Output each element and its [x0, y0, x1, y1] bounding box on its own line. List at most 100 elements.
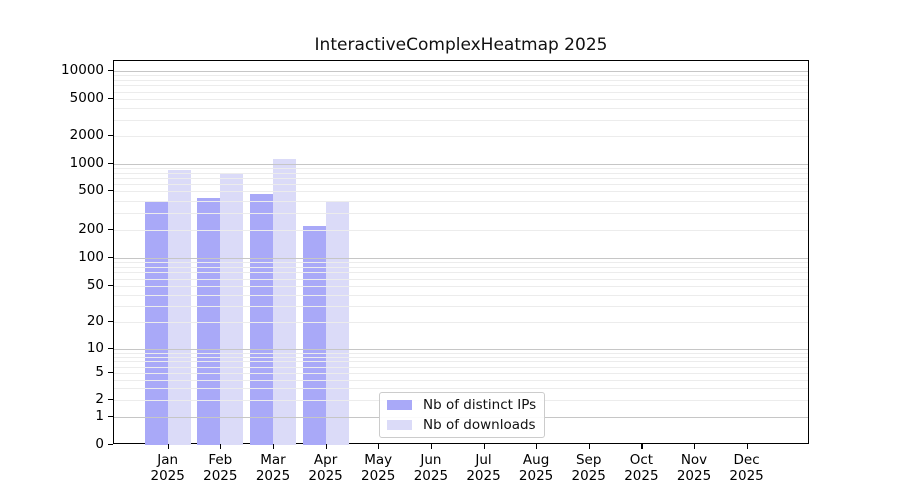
minor-gridline — [114, 361, 808, 363]
y-axis: 0 1 2 5 10 20 50 100 200 500 1000 2000 5000 10000 — [0, 60, 113, 451]
major-gridline — [114, 258, 808, 259]
y-tick-label-50: 50 — [86, 277, 104, 293]
minor-gridline — [114, 172, 808, 174]
minor-gridline — [114, 322, 808, 323]
minor-gridline — [114, 230, 808, 231]
legend: Nb of distinct IPs Nb of downloads — [379, 392, 545, 438]
y-tick-mark-5000 — [108, 98, 113, 100]
x-tick-mark-oct — [641, 444, 643, 449]
y-tick-label-1000: 1000 — [69, 155, 104, 171]
chart-title: InteractiveComplexHeatmap 2025 — [314, 35, 608, 55]
minor-gridline — [114, 286, 808, 287]
major-gridline — [114, 71, 808, 72]
x-tick-label-dec: Dec 2025 — [729, 452, 764, 484]
legend-swatch-distinct-ips — [387, 400, 412, 410]
minor-gridline — [114, 108, 808, 109]
minor-gridline — [114, 183, 808, 185]
x-tick-label-jun: Jun 2025 — [413, 452, 449, 484]
minor-gridline — [114, 85, 808, 87]
x-tick-label-nov: Nov 2025 — [676, 452, 712, 484]
x-tick-label-sep: Sep 2025 — [571, 452, 606, 484]
x-tick-label-apr: Apr 2025 — [308, 452, 343, 484]
grid-layer — [114, 61, 808, 443]
minor-gridline — [114, 352, 808, 354]
minor-gridline — [114, 200, 808, 202]
y-tick-label-1: 1 — [95, 408, 104, 424]
x-tick-mark-dec — [746, 444, 748, 449]
y-tick-mark-1000 — [108, 163, 113, 165]
x-tick-label-aug: Aug 2025 — [518, 452, 554, 484]
y-tick-mark-2000 — [108, 135, 113, 137]
bar-distinct-ips-apr — [302, 225, 326, 445]
minor-gridline — [114, 373, 808, 374]
bar-distinct-ips-feb — [197, 198, 221, 445]
minor-gridline — [114, 306, 808, 308]
x-tick-mark-jan — [167, 444, 169, 449]
y-tick-mark-100 — [108, 257, 113, 259]
x-tick-mark-mar — [273, 444, 275, 449]
minor-gridline — [114, 272, 808, 274]
x-tick-label-may: May 2025 — [361, 452, 396, 484]
minor-gridline — [114, 75, 808, 77]
y-tick-mark-200 — [108, 229, 113, 231]
minor-gridline — [114, 356, 808, 358]
y-tick-mark-1 — [108, 416, 113, 418]
x-tick-mark-nov — [694, 444, 696, 449]
bar-downloads-jan — [167, 170, 191, 445]
y-tick-mark-50 — [108, 285, 113, 287]
legend-label-distinct-ips: Nb of distinct IPs — [423, 397, 537, 413]
x-axis: Jan 2025 Feb 2025 Mar 2025 Apr 2025 May 2025 Jun 20… — [113, 444, 809, 500]
minor-gridline — [114, 99, 808, 100]
y-tick-mark-10 — [108, 348, 113, 350]
y-tick-mark-500 — [108, 190, 113, 192]
x-tick-mark-feb — [220, 444, 222, 449]
y-tick-label-10: 10 — [86, 340, 104, 356]
legend-label-downloads: Nb of downloads — [423, 417, 536, 433]
bar-distinct-ips-mar — [250, 193, 273, 445]
y-tick-mark-20 — [108, 321, 113, 323]
minor-gridline — [114, 168, 808, 170]
minor-gridline — [114, 212, 808, 214]
minor-gridline — [114, 388, 808, 390]
minor-gridline — [114, 267, 808, 268]
y-tick-mark-10000 — [108, 70, 113, 72]
x-tick-label-oct: Oct 2025 — [624, 452, 659, 484]
y-tick-label-5000: 5000 — [69, 90, 104, 106]
major-gridline — [114, 164, 808, 165]
y-tick-mark-5 — [108, 372, 113, 374]
minor-gridline — [114, 191, 808, 192]
bar-downloads-feb — [220, 173, 244, 445]
legend-swatch-downloads — [387, 420, 412, 430]
minor-gridline — [114, 91, 808, 93]
minor-gridline — [114, 278, 808, 280]
minor-gridline — [114, 294, 808, 296]
minor-gridline — [114, 136, 808, 137]
x-tick-mark-may — [378, 444, 380, 449]
y-tick-label-200: 200 — [78, 221, 104, 237]
y-tick-label-0: 0 — [95, 436, 104, 452]
y-tick-label-10000: 10000 — [61, 62, 104, 78]
x-tick-label-mar: Mar 2025 — [255, 452, 291, 484]
x-tick-label-feb: Feb 2025 — [203, 452, 238, 484]
legend-entry-distinct-ips: Nb of distinct IPs — [380, 397, 544, 413]
minor-gridline — [114, 379, 808, 381]
plot-area: Nb of distinct IPs Nb of downloads — [113, 60, 809, 445]
y-tick-label-2: 2 — [95, 391, 104, 407]
y-tick-label-20: 20 — [86, 313, 104, 329]
minor-gridline — [114, 366, 808, 368]
legend-entry-downloads: Nb of downloads — [380, 417, 544, 433]
y-tick-label-100: 100 — [78, 249, 104, 265]
y-tick-label-500: 500 — [78, 182, 104, 198]
y-tick-mark-0 — [108, 444, 113, 446]
minor-gridline — [114, 177, 808, 179]
y-tick-label-2000: 2000 — [69, 127, 104, 143]
y-tick-mark-2 — [108, 399, 113, 401]
minor-gridline — [114, 262, 808, 264]
major-gridline — [114, 349, 808, 350]
minor-gridline — [114, 80, 808, 81]
x-tick-mark-jun — [430, 444, 433, 449]
x-tick-mark-aug — [536, 444, 538, 449]
x-tick-label-jan: Jan 2025 — [150, 452, 185, 484]
x-tick-mark-jul — [483, 444, 485, 449]
